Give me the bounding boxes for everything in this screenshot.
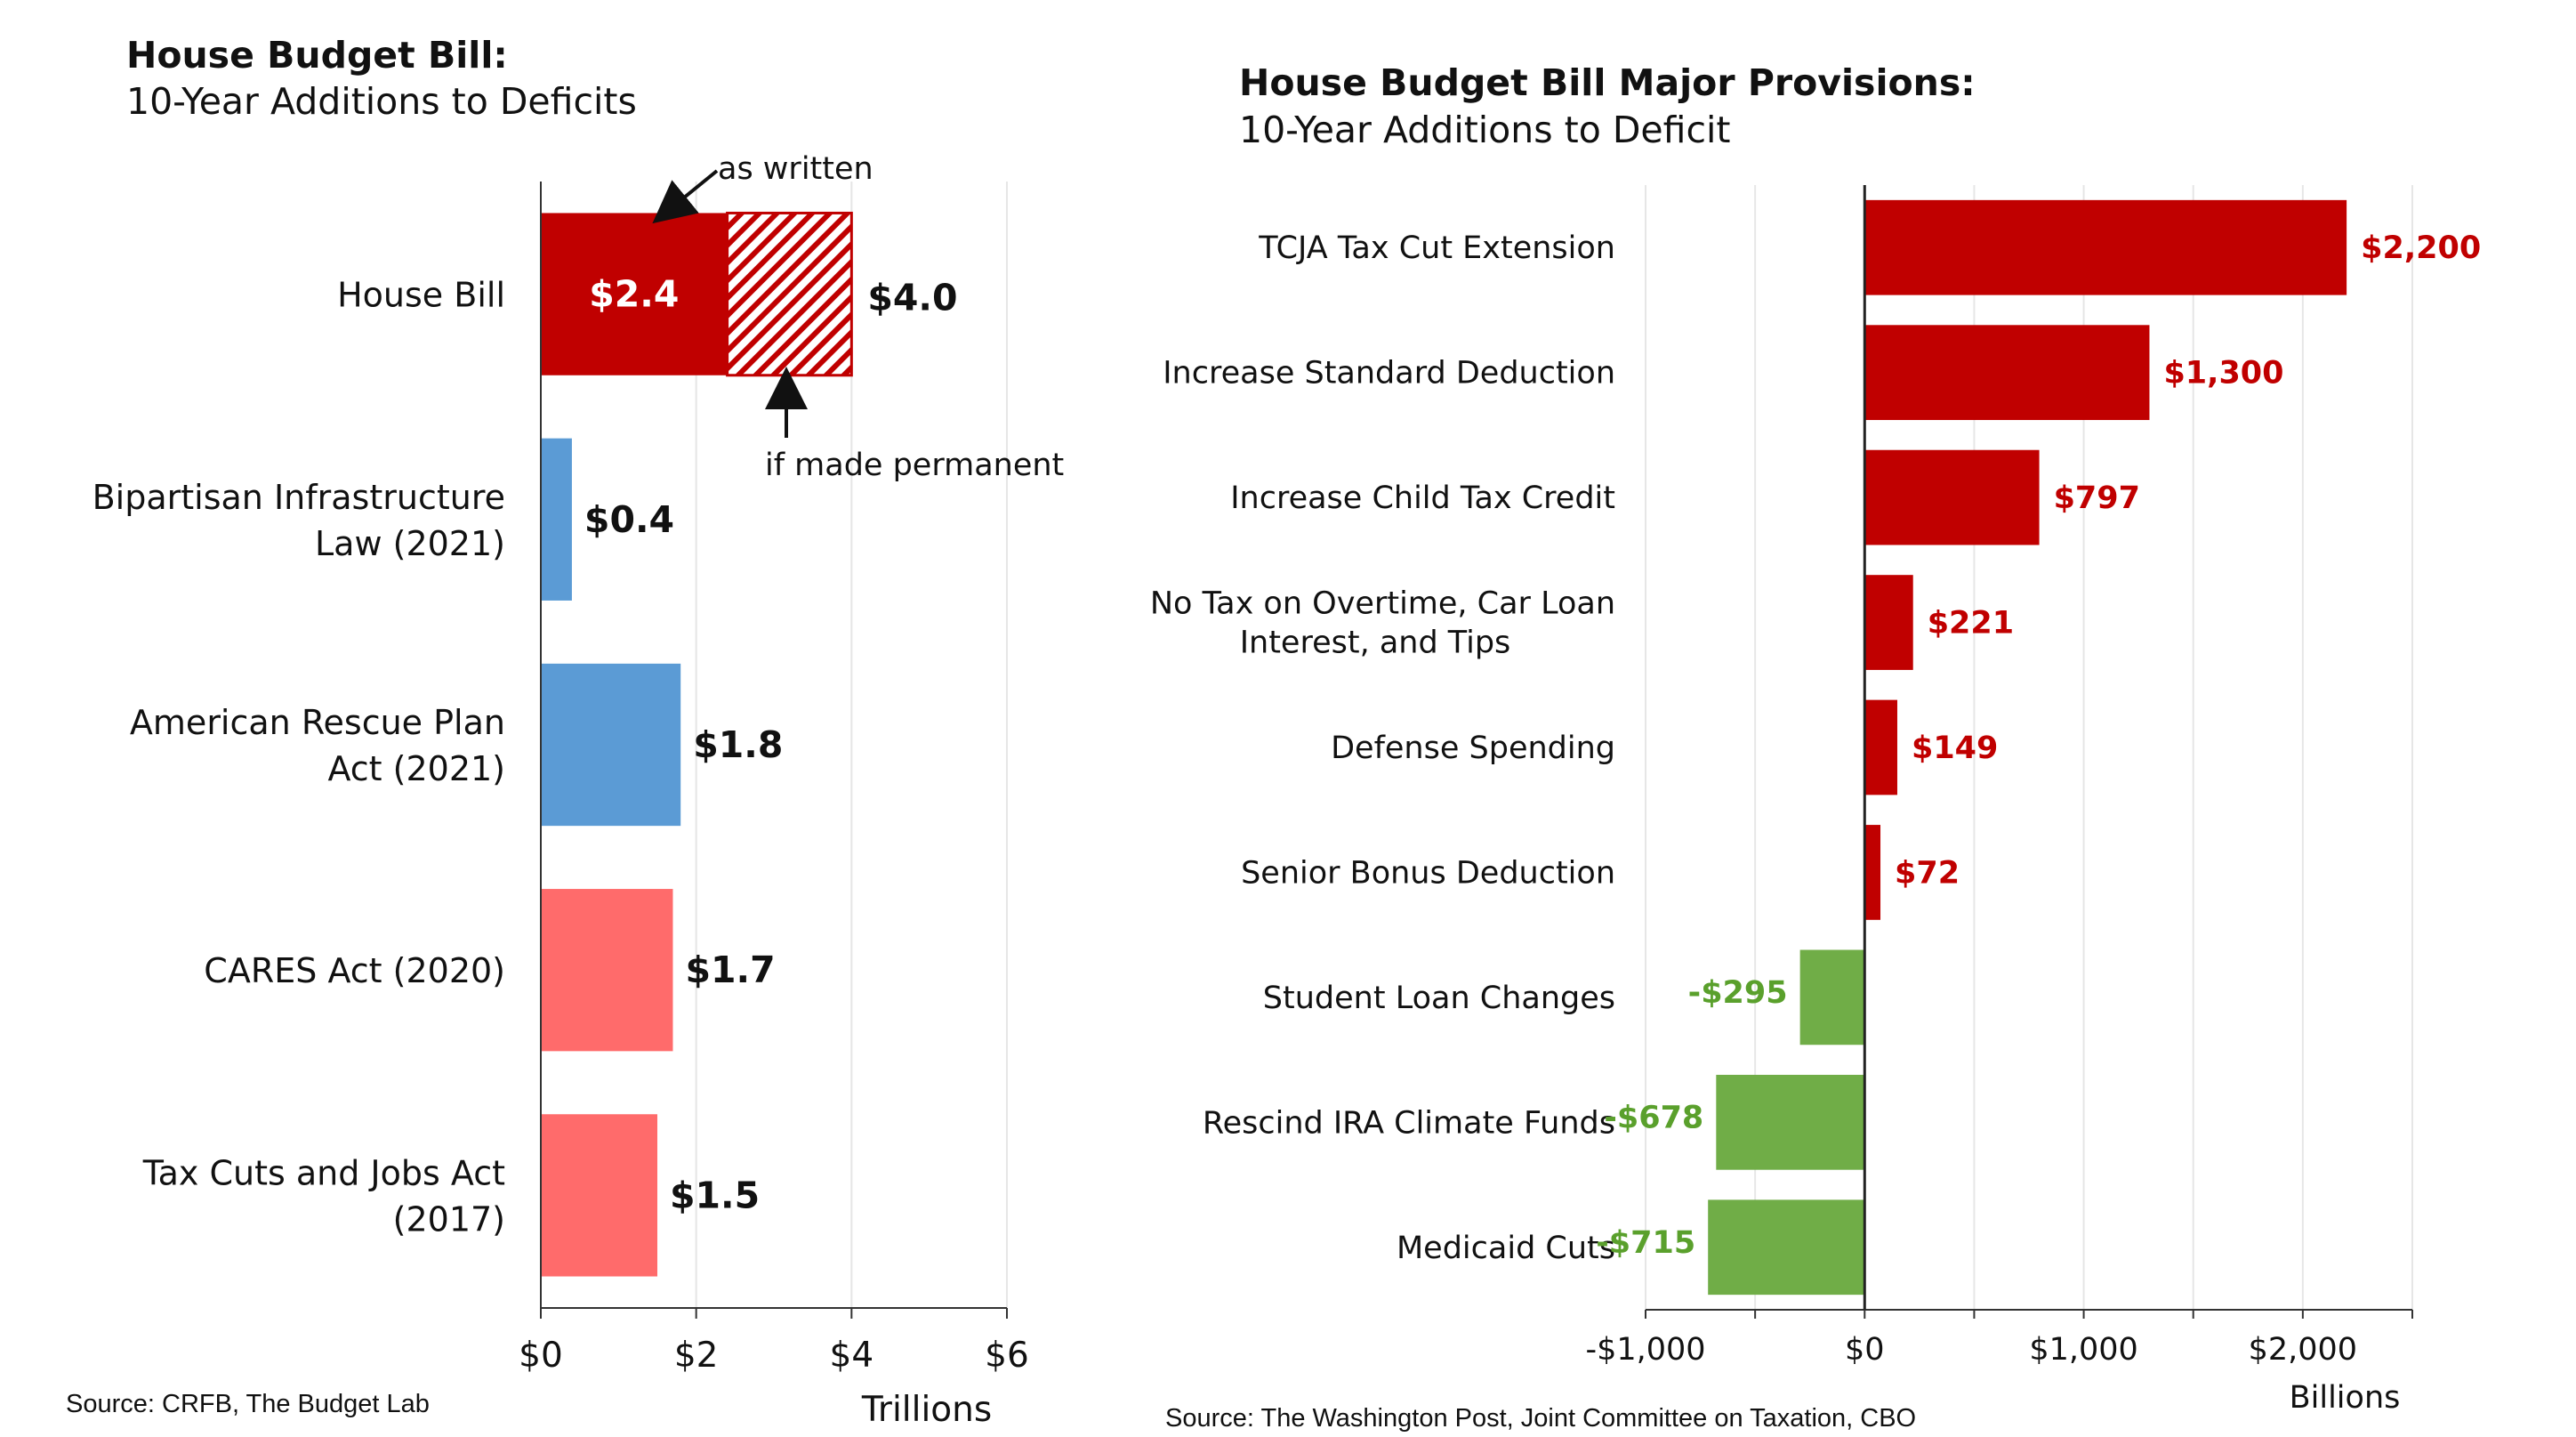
left-source: Source: CRFB, The Budget Lab	[66, 1390, 430, 1418]
left-xaxis-unit: Trillions	[861, 1390, 992, 1430]
value-label-increase-standard-deduction: $1,300	[2163, 356, 2283, 392]
category-label-senior-bonus-deduction: Senior Bonus Deduction	[1241, 855, 1615, 891]
left-tick-label: $2	[674, 1336, 719, 1376]
category-label-tcja-tax-cut-extension: TCJA Tax Cut Extension	[1258, 230, 1615, 266]
category-label-bipartisan-infrastructure-law-2021: Bipartisan Infrastructure	[93, 478, 505, 517]
category-label-no-tax-on-overtime-car-loan-interest-and-tips: No Tax on Overtime, Car Loan	[1150, 586, 1615, 622]
bar-rescind-ira-climate-funds	[1716, 1074, 1865, 1170]
category-label-tax-cuts-and-jobs-act-2017: (2017)	[393, 1199, 505, 1239]
annotation-as-written: as written	[718, 151, 873, 187]
value-label-bipartisan-infrastructure-law-2021: $0.4	[584, 498, 674, 541]
category-label-increase-child-tax-credit: Increase Child Tax Credit	[1230, 480, 1615, 516]
bar-house-bill	[541, 213, 728, 375]
left-tick-label: $6	[985, 1336, 1029, 1376]
value-label-defense-spending: $149	[1912, 731, 1998, 766]
category-label-tax-cuts-and-jobs-act-2017: Tax Cuts and Jobs Act	[142, 1153, 505, 1192]
right-tick-label: $1,000	[2029, 1332, 2137, 1368]
category-label-house-bill: House Bill	[337, 276, 505, 315]
bar-senior-bonus-deduction	[1864, 825, 1881, 920]
bar-medicaid-cuts	[1708, 1199, 1865, 1296]
left-chart-axis: $0 $2 $4 $6	[519, 182, 1029, 1376]
value-label-american-rescue-plan-act-2021: $1.8	[693, 723, 783, 766]
value-label-tax-cuts-and-jobs-act-2017: $1.5	[670, 1174, 760, 1216]
value-label-medicaid-cuts: -$715	[1596, 1225, 1695, 1261]
left-tick-label: $4	[830, 1336, 874, 1376]
right-tick-label: $0	[1845, 1332, 1885, 1368]
category-label-defense-spending: Defense Spending	[1331, 731, 1615, 766]
category-label-american-rescue-plan-act-2021: American Rescue Plan	[130, 703, 505, 742]
value-label-house-bill-permanent: $4.0	[867, 277, 957, 319]
category-label-rescind-ira-climate-funds: Rescind IRA Climate Funds	[1203, 1105, 1615, 1141]
right-chart-title: House Budget Bill Major Provisions:	[1239, 61, 1976, 104]
category-label-bipartisan-infrastructure-law-2021: Law (2021)	[315, 524, 505, 563]
category-label-student-loan-changes: Student Loan Changes	[1263, 981, 1615, 1016]
arrow-as-written	[652, 169, 719, 224]
right-chart-labels: TCJA Tax Cut Extension $2,200 Increase Sta…	[1150, 230, 2481, 1266]
bar-tcja-tax-cut-extension	[1864, 199, 2347, 295]
right-xaxis-unit: Billions	[2290, 1380, 2401, 1416]
annotation-if-made-permanent: if made permanent	[765, 448, 1064, 483]
bar-defense-spending	[1864, 699, 1897, 795]
value-label-increase-child-tax-credit: $797	[2054, 480, 2140, 516]
category-label-medicaid-cuts: Medicaid Cuts	[1397, 1231, 1615, 1266]
category-label-cares-act-2020: CARES Act (2020)	[204, 951, 505, 990]
category-label-american-rescue-plan-act-2021: Act (2021)	[327, 749, 505, 788]
value-label-house-bill: $2.4	[589, 273, 679, 316]
value-label-no-tax-on-overtime-car-loan-interest-and-tips: $221	[1928, 606, 2014, 642]
right-tick-label: $2,000	[2249, 1332, 2357, 1368]
value-label-tcja-tax-cut-extension: $2,200	[2361, 230, 2481, 266]
value-label-cares-act-2020: $1.7	[685, 949, 775, 991]
right-chart-axis: -$1,000 $0 $1,000 $2,000	[1585, 185, 2413, 1368]
bar-student-loan-changes	[1799, 949, 1865, 1045]
value-label-senior-bonus-deduction: $72	[1895, 855, 1960, 891]
left-tick-label: $0	[519, 1336, 563, 1376]
category-label-increase-standard-deduction: Increase Standard Deduction	[1163, 356, 1615, 392]
left-chart-bars	[541, 211, 853, 1277]
left-chart-labels: House Bill $2.4 $4.0 Bipartisan Infrastruct…	[93, 273, 958, 1239]
right-source: Source: The Washington Post, Joint Commi…	[1165, 1404, 1916, 1433]
bar-increase-child-tax-credit	[1864, 449, 2040, 545]
left-chart-subtitle: 10-Year Additions to Deficits	[126, 80, 637, 123]
category-label-no-tax-on-overtime-car-loan-interest-and-tips: Interest, and Tips	[1240, 626, 1511, 661]
value-label-rescind-ira-climate-funds: -$678	[1604, 1100, 1703, 1135]
left-chart-title: House Budget Bill:	[126, 34, 508, 77]
bar-tax-cuts-and-jobs-act-2017	[541, 1114, 657, 1277]
value-label-student-loan-changes: -$295	[1688, 975, 1788, 1011]
bar-cares-act-2020	[541, 889, 673, 1052]
bar-no-tax-on-overtime-car-loan-interest-and-tips	[1864, 575, 1913, 670]
right-chart-subtitle: 10-Year Additions to Deficit	[1239, 109, 1730, 151]
bar-house-bill-permanent	[726, 211, 853, 377]
right-chart-bars	[1708, 199, 2347, 1296]
right-tick-label: -$1,000	[1585, 1332, 1705, 1368]
bar-increase-standard-deduction	[1864, 325, 2150, 421]
bar-bipartisan-infrastructure-law-2021	[541, 438, 572, 601]
bar-american-rescue-plan-act-2021	[541, 663, 681, 827]
